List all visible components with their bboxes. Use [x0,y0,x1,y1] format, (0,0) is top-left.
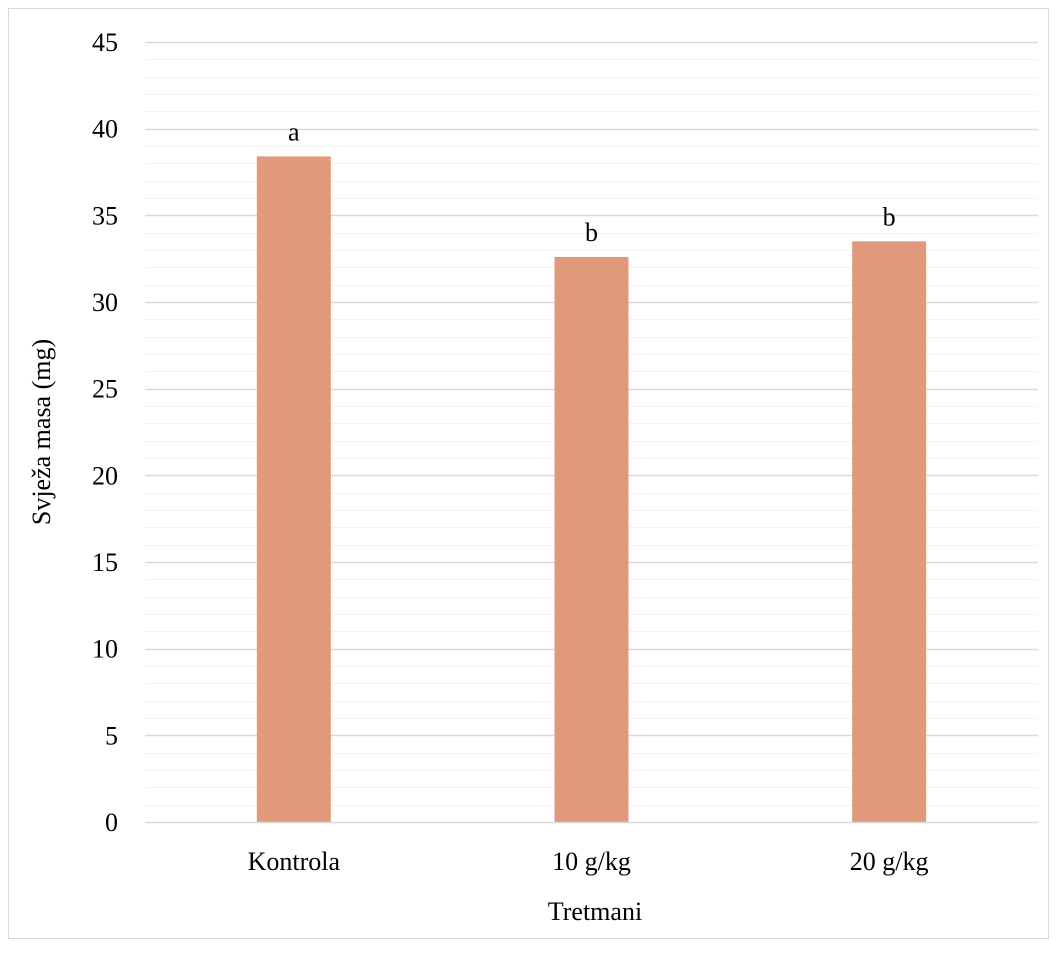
bars [256,156,927,823]
y-axis-title: Svježa masa (mg) [27,339,56,525]
y-axis-ticks: 0 5 10 15 20 25 30 35 40 45 [92,28,118,837]
y-tick-label: 15 [92,548,118,577]
bar [256,156,331,822]
y-tick-label: 25 [92,375,118,404]
x-tick-label: 10 g/kg [552,847,631,876]
x-axis-ticks: Kontrola 10 g/kg 20 g/kg [248,847,929,876]
bar [852,241,927,823]
bar-data-label: b [883,202,896,231]
bar [554,256,629,822]
y-tick-label: 20 [92,461,118,490]
data-labels: a b b [288,117,896,247]
bar-data-label: a [288,117,300,146]
x-tick-label: Kontrola [248,847,341,876]
y-tick-label: 5 [105,721,118,750]
y-tick-label: 0 [105,808,118,837]
x-axis-title: Tretmani [548,897,642,926]
y-tick-label: 30 [92,288,118,317]
y-tick-label: 45 [92,28,118,57]
y-tick-label: 40 [92,115,118,144]
y-tick-label: 10 [92,635,118,664]
y-tick-label: 35 [92,201,118,230]
x-tick-label: 20 g/kg [850,847,929,876]
bar-data-label: b [585,218,598,247]
